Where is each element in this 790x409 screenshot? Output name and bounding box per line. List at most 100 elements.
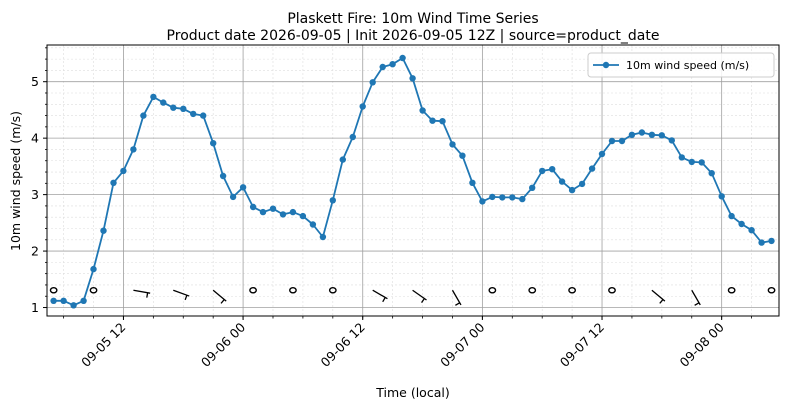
calm-wind-mark xyxy=(328,286,337,294)
data-point xyxy=(110,179,117,186)
y-tick-label: 4 xyxy=(31,131,39,146)
legend: 10m wind speed (m/s) xyxy=(587,52,775,78)
calm-wind-mark xyxy=(289,286,297,294)
data-point xyxy=(329,197,336,204)
legend-label: 10m wind speed (m/s) xyxy=(626,59,749,72)
data-point xyxy=(529,184,536,191)
data-point xyxy=(658,132,665,139)
data-point xyxy=(499,194,506,201)
data-point xyxy=(100,227,107,234)
data-point xyxy=(409,75,416,82)
data-point xyxy=(479,198,486,205)
data-point xyxy=(120,167,127,175)
minor-grid xyxy=(47,45,779,316)
wind-barb xyxy=(451,289,462,306)
data-point xyxy=(389,60,396,68)
data-point xyxy=(469,179,476,186)
x-tick-label: 09-07 00 xyxy=(437,319,487,369)
data-point xyxy=(200,112,207,119)
series-line-group xyxy=(50,54,775,309)
data-point xyxy=(539,167,546,175)
data-point xyxy=(80,297,87,304)
data-point xyxy=(259,208,267,216)
x-tick-labels: 09-05 12 09-06 00 09-06 12 09-07 00 09-07 12… xyxy=(78,319,727,369)
calm-wind-mark xyxy=(249,286,257,294)
data-point xyxy=(728,212,735,220)
data-point xyxy=(588,165,596,172)
x-tick-label: 09-06 00 xyxy=(198,319,248,369)
y-axis-label: 10m wind speed (m/s) xyxy=(8,111,23,251)
data-point xyxy=(279,211,287,218)
legend-marker-swatch xyxy=(602,61,610,69)
data-point xyxy=(210,140,217,147)
data-point xyxy=(140,112,147,119)
wind-barbs xyxy=(49,286,776,306)
chart-subtitle: Product date 2026-09-05 | Init 2026-09-0… xyxy=(167,28,660,44)
data-point xyxy=(489,193,496,201)
data-point xyxy=(429,117,436,124)
calm-wind-mark xyxy=(528,286,537,294)
x-tick-label: 09-07 12 xyxy=(557,320,607,370)
data-point xyxy=(319,233,327,241)
data-point xyxy=(708,170,715,177)
data-point xyxy=(668,137,675,144)
data-point xyxy=(568,186,576,194)
data-point xyxy=(638,129,646,136)
data-point xyxy=(369,79,376,86)
data-point xyxy=(180,105,187,113)
wind-barb xyxy=(651,289,666,304)
data-point xyxy=(449,141,456,148)
data-point xyxy=(698,159,705,166)
data-point xyxy=(239,184,247,191)
y-tick-label: 5 xyxy=(31,74,39,89)
data-point xyxy=(399,54,406,62)
data-point xyxy=(50,297,57,304)
data-point xyxy=(419,107,426,114)
calm-wind-mark xyxy=(49,286,58,294)
data-point xyxy=(160,99,167,106)
y-tick-labels: 1 2 3 4 5 xyxy=(31,74,39,315)
data-point xyxy=(598,150,606,158)
data-point xyxy=(60,297,67,304)
y-tick-label: 3 xyxy=(31,187,39,202)
data-point xyxy=(190,110,197,118)
wind-barb xyxy=(212,289,227,304)
series-line xyxy=(53,57,772,307)
major-grid xyxy=(47,45,779,316)
data-point xyxy=(379,63,386,71)
data-point xyxy=(608,137,616,145)
wind-barb xyxy=(691,289,701,306)
data-point xyxy=(558,178,566,185)
data-point xyxy=(229,193,237,201)
data-point xyxy=(309,221,317,228)
data-point xyxy=(738,220,745,228)
x-axis-label: Time (local) xyxy=(375,385,449,400)
data-point xyxy=(299,212,307,220)
chart-title: Plaskett Fire: 10m Wind Time Series xyxy=(287,11,538,27)
data-point xyxy=(170,104,177,111)
calm-wind-mark xyxy=(89,286,98,294)
data-point xyxy=(150,93,157,101)
wind-barb xyxy=(372,289,388,303)
x-tick-label: 09-05 12 xyxy=(78,320,128,370)
data-point xyxy=(688,158,695,166)
data-point xyxy=(718,193,725,200)
x-tick-label: 09-06 12 xyxy=(317,320,367,370)
data-point xyxy=(768,237,775,245)
wind-barb xyxy=(173,289,190,301)
data-point xyxy=(90,265,97,273)
data-point xyxy=(219,172,227,180)
data-point xyxy=(269,205,277,212)
data-point xyxy=(578,180,586,188)
wind-barb xyxy=(133,289,151,298)
calm-wind-mark xyxy=(767,286,776,294)
plot-frame xyxy=(46,44,780,317)
data-point xyxy=(628,131,636,138)
data-point xyxy=(130,146,137,153)
data-point xyxy=(618,137,626,145)
data-point xyxy=(289,208,297,216)
data-point xyxy=(70,302,77,309)
data-point xyxy=(648,131,656,138)
data-point xyxy=(509,194,516,201)
